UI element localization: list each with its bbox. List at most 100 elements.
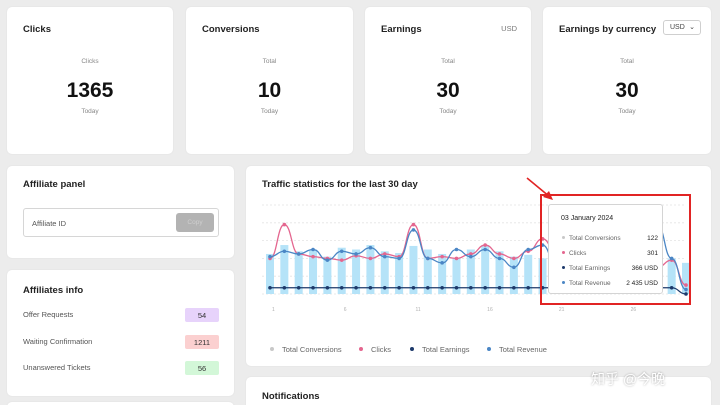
earnings-by-currency-value: 30: [615, 79, 639, 102]
series-point-3: [268, 254, 272, 259]
traffic-title: Traffic statistics for the last 30 day: [262, 179, 418, 190]
count-badge: 54: [185, 308, 219, 322]
series-point-2: [397, 285, 401, 290]
tooltip-dot: [562, 281, 565, 284]
conversion-bar: [266, 253, 274, 294]
info-row-label: Waiting Confirmation: [23, 337, 93, 346]
conversions-period: Today: [260, 108, 279, 115]
series-point-3: [440, 261, 444, 265]
notifications-card: Notifications: [246, 377, 711, 405]
series-point-1: [311, 254, 315, 259]
tooltip-value: 366 USD: [631, 265, 658, 272]
conversion-bar: [409, 245, 418, 294]
currency-select-value: USD: [670, 24, 685, 31]
series-point-1: [282, 222, 287, 227]
series-point-2: [311, 285, 315, 290]
series-point-1: [497, 252, 502, 256]
currency-select[interactable]: USD ⌄: [663, 20, 701, 35]
series-point-3: [526, 247, 531, 252]
conversion-bar: [395, 253, 404, 294]
series-point-2: [382, 285, 387, 290]
tooltip-row: Total Revenue 2 435 USD: [562, 280, 658, 287]
conversion-bar: [452, 258, 461, 294]
legend-dot: [270, 347, 274, 351]
conversion-bar: [294, 251, 303, 294]
conversion-bar: [352, 249, 361, 294]
conversion-bar: [481, 245, 490, 294]
info-row-waiting-confirmation[interactable]: Waiting Confirmation 1211: [23, 335, 219, 349]
tooltip-value: 301: [647, 250, 658, 257]
conversion-bar: [380, 251, 389, 294]
series-point-2: [526, 285, 531, 290]
series-point-2: [282, 285, 287, 290]
clicks-card: Clicks Clicks 1365 Today: [7, 7, 173, 154]
conversion-bar: [323, 256, 332, 294]
info-row-offer-requests[interactable]: Offer Requests 54: [23, 308, 219, 322]
series-point-1: [368, 256, 373, 261]
earnings-period: Today: [439, 108, 457, 115]
series-point-2: [454, 285, 459, 290]
conversion-bar: [667, 258, 676, 294]
watermark: 知乎 @今晚: [591, 371, 666, 387]
legend-item-total-conversions[interactable]: Total Conversions: [270, 345, 342, 354]
clicks-caption: Clicks: [81, 58, 99, 65]
affiliate-id-label: Affiliate ID: [32, 219, 67, 228]
series-point-2: [440, 285, 444, 290]
conversions-card: Conversions Total 10 Today: [186, 7, 353, 154]
legend-item-total-earnings[interactable]: Total Earnings: [410, 345, 470, 354]
affiliate-panel-card: Affiliate panel Affiliate ID Copy: [7, 166, 234, 258]
series-point-3: [454, 247, 459, 252]
series-point-3: [397, 256, 401, 261]
legend-dot: [410, 347, 414, 351]
count-badge: 56: [185, 361, 219, 375]
tooltip-value: 2 435 USD: [626, 280, 658, 287]
earnings-card: Earnings USD Total 30 Today: [365, 7, 531, 154]
earnings-unit: USD: [501, 24, 517, 33]
conversion-bar: [438, 253, 447, 294]
series-point-1: [483, 243, 487, 247]
tooltip-row: Total Conversions 122: [562, 235, 658, 242]
affiliate-panel-title: Affiliate panel: [23, 179, 86, 190]
series-point-3: [411, 228, 416, 232]
conversion-bar: [495, 251, 504, 294]
series-point-1: [382, 252, 387, 256]
series-point-1: [440, 254, 444, 259]
count-badge: 1211: [185, 335, 219, 349]
x-tick-label: 16: [487, 307, 493, 313]
series-point-2: [296, 285, 301, 290]
clicks-title: Clicks: [23, 24, 51, 35]
info-row-unanswered-tickets[interactable]: Unanswered Tickets 56: [23, 361, 219, 375]
legend-item-total-revenue[interactable]: Total Revenue: [487, 345, 547, 354]
series-point-3: [325, 258, 330, 262]
series-point-2: [339, 285, 344, 290]
x-tick-label: 26: [631, 307, 637, 313]
conversions-caption: Total: [262, 58, 277, 65]
tooltip-row: Clicks 301: [562, 250, 658, 257]
series-point-2: [512, 285, 516, 290]
earnings-title: Earnings: [381, 24, 422, 35]
series-point-2: [483, 285, 487, 290]
series-point-3: [512, 265, 516, 270]
legend-dot: [487, 347, 491, 351]
x-tick-label: 6: [344, 307, 347, 313]
series-point-1: [512, 256, 516, 261]
series-point-2: [268, 285, 272, 290]
conversions-value: 10: [257, 79, 282, 102]
legend-label: Total Conversions: [282, 345, 342, 354]
bottom-left-card: [7, 402, 234, 405]
tooltip-row: Total Earnings 366 USD: [562, 265, 658, 272]
series-point-3: [483, 247, 487, 252]
series-point-3: [339, 249, 344, 254]
clicks-value: 1365: [66, 79, 114, 102]
series-point-1: [339, 258, 344, 262]
tooltip-dot: [562, 236, 565, 239]
series-point-2: [497, 285, 502, 290]
conversion-bar: [538, 258, 547, 294]
affiliates-info-title: Affiliates info: [23, 285, 84, 296]
affiliate-id-field[interactable]: Affiliate ID Copy: [23, 208, 219, 237]
legend-dot: [359, 347, 363, 351]
legend-item-clicks[interactable]: Clicks: [359, 345, 391, 354]
conversion-bar: [423, 249, 432, 294]
copy-button[interactable]: Copy: [176, 213, 214, 232]
legend-label: Total Earnings: [422, 345, 470, 354]
